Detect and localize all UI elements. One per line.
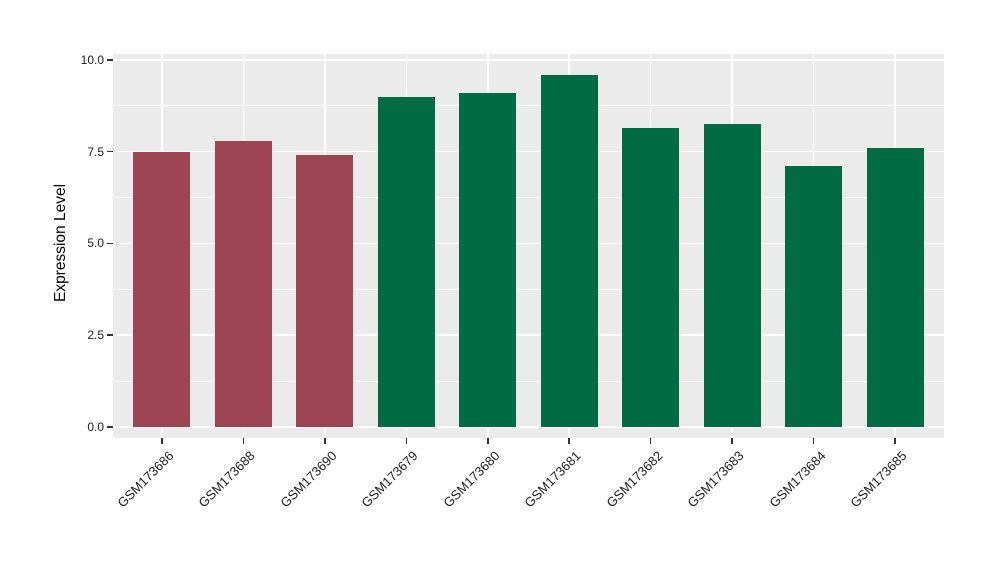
y-tick-mark [107, 242, 113, 245]
bar-GSM173680 [459, 92, 517, 427]
y-tick-label: 5.0 [87, 236, 104, 251]
major-gridline [113, 59, 944, 61]
x-tick-label-GSM173680: GSM173680 [440, 448, 503, 511]
x-tick-label-GSM173688: GSM173688 [195, 448, 258, 511]
x-tick-label-GSM173686: GSM173686 [114, 448, 177, 511]
bar-GSM173682 [622, 127, 680, 427]
bar-GSM173685 [866, 147, 924, 427]
bar-GSM173681 [540, 74, 598, 427]
bar-GSM173679 [377, 96, 435, 427]
x-tick-mark [324, 438, 326, 444]
x-tick-mark [487, 438, 489, 444]
x-tick-label-GSM173679: GSM173679 [358, 448, 421, 511]
x-tick-mark [731, 438, 733, 444]
major-gridline [113, 334, 944, 336]
bar-GSM173683 [703, 124, 761, 427]
plot-panel [113, 54, 944, 438]
bar-GSM173690 [296, 155, 354, 427]
minor-gridline [113, 380, 944, 382]
y-tick-label: 2.5 [87, 328, 104, 343]
x-tick-mark [812, 438, 815, 444]
major-gridline [113, 426, 944, 428]
y-tick-label: 10.0 [80, 52, 104, 67]
y-tick-mark [107, 426, 113, 428]
y-tick-mark [107, 334, 113, 336]
x-tick-label-GSM173682: GSM173682 [603, 448, 666, 511]
x-tick-label-GSM173683: GSM173683 [684, 448, 747, 511]
minor-gridline [113, 105, 944, 107]
bar-GSM173684 [785, 166, 843, 427]
x-tick-mark [568, 438, 570, 444]
y-tick-label: 7.5 [87, 144, 104, 159]
x-tick-label-GSM173690: GSM173690 [277, 448, 340, 511]
minor-gridline [113, 288, 944, 290]
x-tick-mark [894, 438, 896, 444]
y-tick-mark [107, 150, 113, 153]
bar-GSM173686 [133, 151, 191, 427]
y-tick-label: 0.0 [87, 419, 104, 434]
x-tick-label-GSM173685: GSM173685 [847, 448, 910, 511]
x-tick-label-GSM173684: GSM173684 [766, 448, 829, 511]
x-tick-mark [405, 438, 408, 444]
major-gridline [113, 150, 944, 153]
x-tick-label-GSM173681: GSM173681 [521, 448, 584, 511]
major-gridline [113, 242, 944, 245]
bar-GSM173688 [214, 140, 272, 427]
minor-gridline [113, 197, 944, 199]
x-tick-mark [242, 438, 245, 444]
x-tick-mark [161, 438, 163, 444]
x-tick-mark [649, 438, 652, 444]
y-tick-mark [107, 59, 113, 61]
